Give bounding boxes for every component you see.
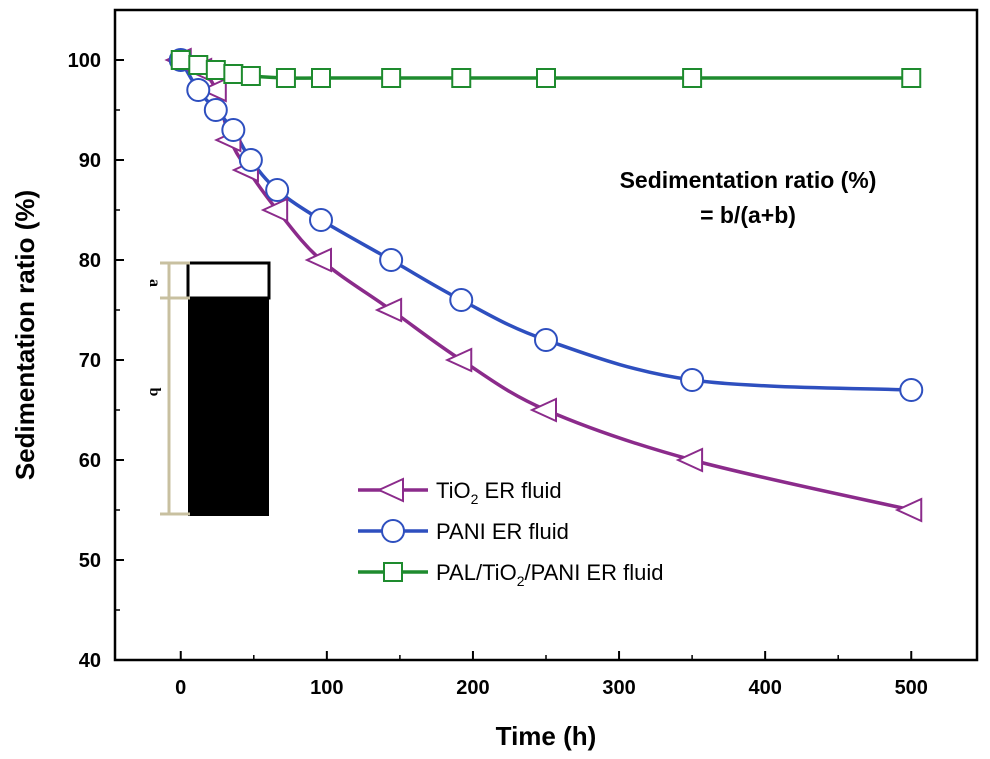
data-point-pal-tio2-pani [311, 68, 332, 88]
data-point-tio2 [374, 297, 403, 323]
data-point-pal-tio2-pani [901, 68, 922, 88]
data-point-pani [309, 208, 334, 232]
legend-label-pani: PANI ER fluid [436, 519, 569, 544]
y-tick-label-100: 100 [68, 50, 101, 72]
x-tick-label-300: 300 [602, 677, 635, 699]
data-point-tio2 [199, 77, 227, 103]
x-tick-label-0: 0 [175, 677, 186, 699]
legend-label-tio2: TiO2 ER fluid [436, 478, 562, 507]
legend-label-pal-tio2-pani: PAL/TiO2/PANI ER fluid [436, 560, 663, 589]
series-line-tio2 [179, 58, 912, 512]
data-point-pani [449, 288, 474, 312]
data-point-pal-tio2-pani [682, 68, 703, 88]
data-point-tio2 [894, 497, 923, 523]
x-tick-label-400: 400 [748, 677, 781, 699]
data-point-pani [186, 78, 211, 102]
x-tick-label-100: 100 [310, 677, 343, 699]
inset-label-a: a [146, 279, 163, 287]
data-point-pani [203, 98, 228, 122]
inset-label-b: b [146, 388, 163, 397]
sedimentation-tube-inset: a b [146, 261, 271, 516]
y-tick-label-60: 60 [79, 450, 101, 472]
data-point-pal-tio2-pani [240, 66, 261, 86]
data-point-pani [899, 378, 924, 402]
data-point-pani [680, 368, 705, 392]
data-point-tio2 [444, 347, 473, 373]
data-point-pal-tio2-pani [381, 68, 402, 88]
x-tick-label-200: 200 [456, 677, 489, 699]
data-point-pani [221, 118, 246, 142]
data-series [164, 47, 924, 523]
legend: TiO2 ER fluid PANI ER fluid PAL/TiO2/PAN… [358, 477, 663, 589]
data-point-pal-tio2-pani [223, 64, 244, 84]
data-point-tio2 [675, 447, 704, 473]
legend-marker-pani [381, 519, 405, 543]
y-tick-label-90: 90 [79, 150, 101, 172]
legend-marker-tio2 [376, 477, 404, 503]
data-point-tio2 [260, 197, 289, 223]
x-axis-title: Time (h) [496, 721, 597, 751]
data-point-pani [265, 178, 290, 202]
data-point-pani [238, 148, 263, 172]
y-axis-title: Sedimentation ratio (%) [10, 190, 40, 480]
tube-sediment [188, 298, 269, 516]
data-point-pal-tio2-pani [170, 50, 191, 70]
formula-line-1: Sedimentation ratio (%) [620, 167, 877, 193]
formula-line-2: = b/(a+b) [700, 202, 796, 228]
data-point-pal-tio2-pani [275, 68, 296, 88]
y-tick-label-40: 40 [79, 650, 101, 672]
axis-ticks: 0 100 200 300 400 500 40 50 60 70 80 90 100 [68, 9, 928, 699]
data-point-pal-tio2-pani [205, 60, 226, 80]
y-tick-label-50: 50 [79, 550, 101, 572]
tube-supernatant [186, 261, 271, 300]
data-point-pal-tio2-pani [536, 68, 556, 88]
y-tick-label-80: 80 [79, 250, 101, 272]
data-point-pani [534, 328, 558, 352]
y-tick-label-70: 70 [79, 350, 101, 372]
x-tick-label-500: 500 [895, 677, 928, 699]
data-point-pal-tio2-pani [188, 55, 209, 75]
data-point-pal-tio2-pani [451, 68, 472, 88]
data-point-tio2 [529, 397, 557, 423]
legend-marker-pal-tio2-pani [383, 562, 403, 582]
data-point-pani [379, 248, 404, 272]
data-point-tio2 [304, 247, 333, 273]
